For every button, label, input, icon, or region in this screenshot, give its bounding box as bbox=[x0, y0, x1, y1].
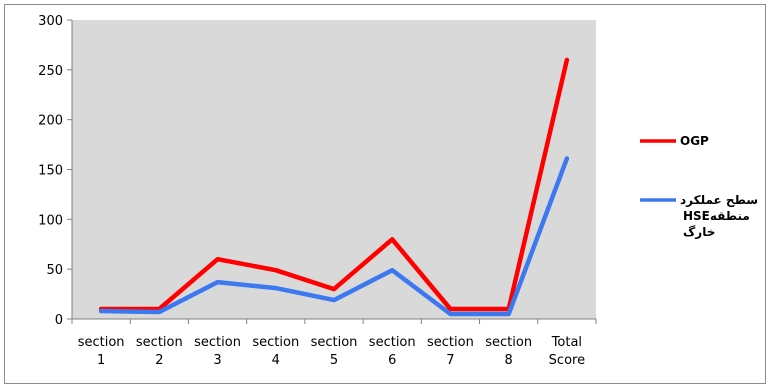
x-tick-label: Total Score bbox=[549, 335, 585, 368]
series-layer bbox=[98, 57, 570, 317]
x-tick-label: section 3 bbox=[194, 335, 241, 368]
y-tick-label: 200 bbox=[38, 114, 63, 129]
x-tick-label: section 2 bbox=[136, 335, 183, 368]
plot-area bbox=[72, 20, 596, 319]
y-axis: 0 50 100 150 200 250 300 bbox=[38, 14, 73, 328]
y-tick-label: 50 bbox=[46, 263, 63, 278]
series-line-2 bbox=[98, 156, 570, 317]
y-tick-label: 150 bbox=[38, 164, 63, 179]
x-tick-label: section 8 bbox=[485, 335, 532, 368]
y-tick-label: 100 bbox=[38, 213, 63, 228]
x-tick-label: section 5 bbox=[311, 335, 358, 368]
x-axis: section 1 section 2 section 3 section 4 section 5… bbox=[71, 318, 597, 368]
legend-label-2: سطح عملکرد HSEمنطقه خارگ bbox=[680, 193, 758, 239]
y-tick-label: 0 bbox=[55, 313, 63, 328]
legend-label-1: OGP bbox=[680, 134, 709, 148]
series-line-1 bbox=[98, 57, 570, 312]
x-tick-label: section 1 bbox=[78, 335, 125, 368]
y-tick-label: 300 bbox=[38, 14, 63, 29]
x-tick-label: section 7 bbox=[427, 335, 474, 368]
x-tick-label: section 6 bbox=[369, 335, 416, 368]
y-tick-label: 250 bbox=[38, 64, 63, 79]
legend: OGP سطح عملکرد HSEمنطقه خارگ bbox=[640, 134, 758, 239]
x-tick-label: section 4 bbox=[252, 335, 299, 368]
